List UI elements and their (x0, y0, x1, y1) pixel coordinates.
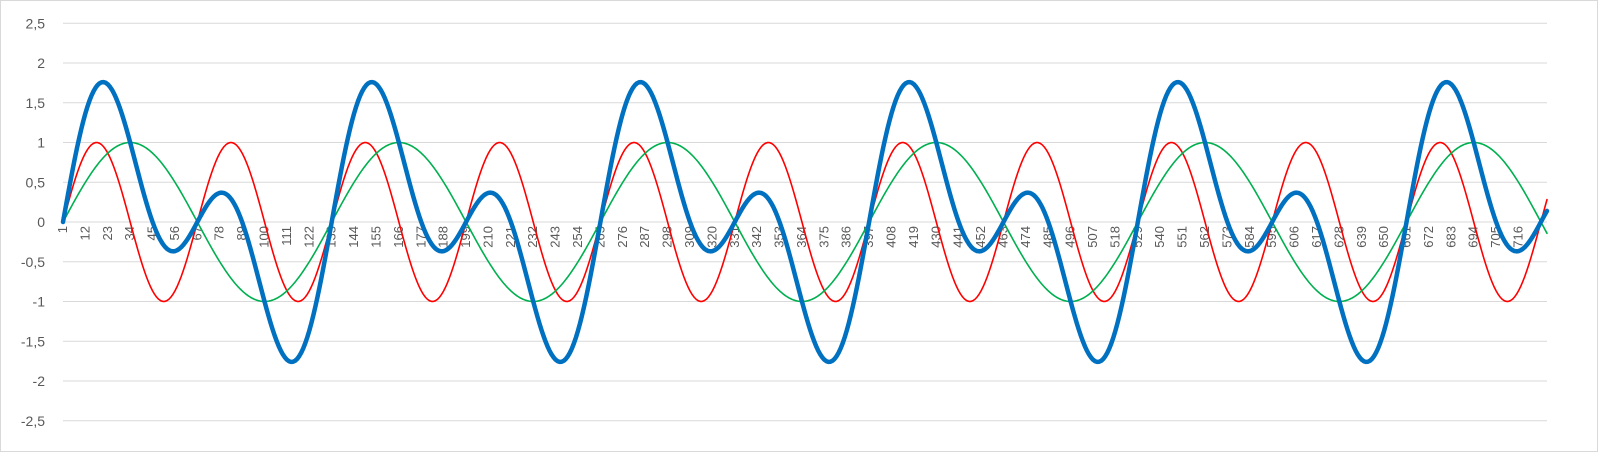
x-tick-label: 672 (1421, 226, 1436, 248)
x-tick-label: 386 (839, 226, 854, 248)
y-tick-label: 0 (37, 214, 45, 230)
x-tick-label: 716 (1511, 226, 1526, 248)
x-tick-label: 650 (1376, 226, 1391, 248)
x-tick-label: 210 (480, 226, 495, 248)
y-axis-tick-labels: 2,5 2 1,5 1 0,5 0 -0,5 -1 -1,5 -2 -2,5 (21, 15, 45, 429)
x-tick-label: 606 (1287, 226, 1302, 248)
y-tick-label: -1 (33, 294, 46, 310)
gridlines (63, 22, 1547, 422)
x-tick-label: 474 (1018, 226, 1033, 248)
y-tick-label: 2 (37, 55, 45, 71)
x-tick-label: 254 (570, 226, 585, 248)
x-tick-label: 122 (301, 226, 316, 248)
x-tick-label: 452 (973, 226, 988, 248)
x-tick-label: 144 (346, 226, 361, 248)
x-tick-label: 155 (368, 226, 383, 248)
y-tick-label: -2,5 (21, 413, 45, 429)
series-lines (60, 79, 1550, 365)
y-tick-label: 1,5 (26, 95, 46, 111)
x-tick-label: 276 (615, 226, 630, 248)
y-tick-label: 1 (37, 135, 45, 151)
x-tick-label: 188 (436, 226, 451, 248)
series-green-line (62, 141, 1548, 303)
x-axis-tick-labels: 1 12 23 34 45 56 67 78 89 100 111 122 133 144 155 166 17… (55, 226, 1526, 248)
x-tick-label: 78 (212, 226, 227, 240)
x-tick-label: 551 (1175, 226, 1190, 248)
series-red-line (62, 141, 1548, 303)
x-tick-label: 243 (548, 226, 563, 248)
y-tick-label: -1,5 (21, 333, 45, 349)
x-tick-label: 540 (1152, 226, 1167, 248)
x-tick-label: 518 (1107, 226, 1122, 248)
x-tick-label: 507 (1085, 226, 1100, 248)
series-blue-line (60, 79, 1550, 365)
x-tick-label: 23 (100, 226, 115, 240)
y-tick-label: -0,5 (21, 254, 45, 270)
x-tick-label: 375 (816, 226, 831, 248)
y-tick-label: 0,5 (26, 174, 46, 190)
x-tick-label: 1 (55, 226, 70, 233)
x-tick-label: 683 (1443, 226, 1458, 248)
x-tick-label: 639 (1354, 226, 1369, 248)
y-tick-label: -2 (33, 373, 46, 389)
x-tick-label: 12 (77, 226, 92, 240)
x-tick-label: 584 (1242, 226, 1257, 248)
x-tick-label: 408 (884, 226, 899, 248)
y-tick-label: 2,5 (26, 15, 46, 31)
x-tick-label: 419 (906, 226, 921, 248)
x-tick-label: 56 (167, 226, 182, 240)
x-tick-label: 287 (637, 226, 652, 248)
x-tick-label: 111 (279, 226, 294, 246)
x-tick-label: 320 (704, 226, 719, 248)
x-tick-label: 342 (749, 226, 764, 248)
